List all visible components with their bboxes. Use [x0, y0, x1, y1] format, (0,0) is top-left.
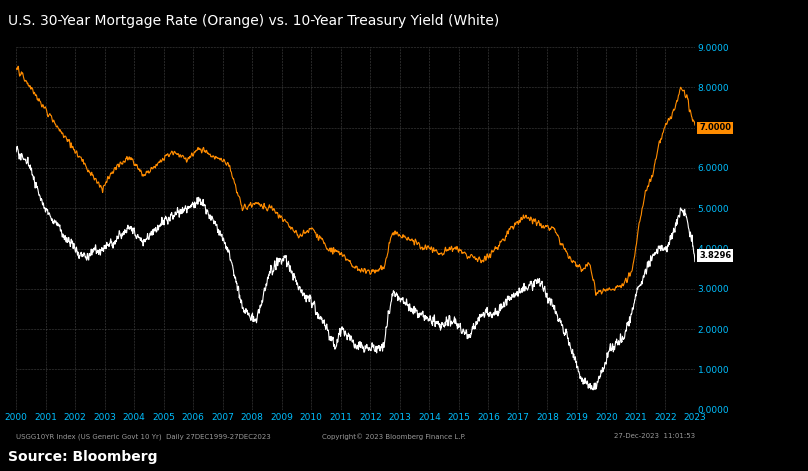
Text: 7.0000: 7.0000: [699, 123, 731, 132]
Text: USGG10YR Index (US Generic Govt 10 Yr)  Daily 27DEC1999-27DEC2023: USGG10YR Index (US Generic Govt 10 Yr) D…: [16, 433, 271, 440]
Text: Source: Bloomberg: Source: Bloomberg: [8, 450, 158, 464]
Text: 27-Dec-2023  11:01:53: 27-Dec-2023 11:01:53: [614, 433, 695, 439]
Text: 3.8296: 3.8296: [699, 251, 731, 260]
Text: Copyright© 2023 Bloomberg Finance L.P.: Copyright© 2023 Bloomberg Finance L.P.: [322, 433, 465, 440]
Text: U.S. 30-Year Mortgage Rate (Orange) vs. 10-Year Treasury Yield (White): U.S. 30-Year Mortgage Rate (Orange) vs. …: [8, 14, 499, 28]
